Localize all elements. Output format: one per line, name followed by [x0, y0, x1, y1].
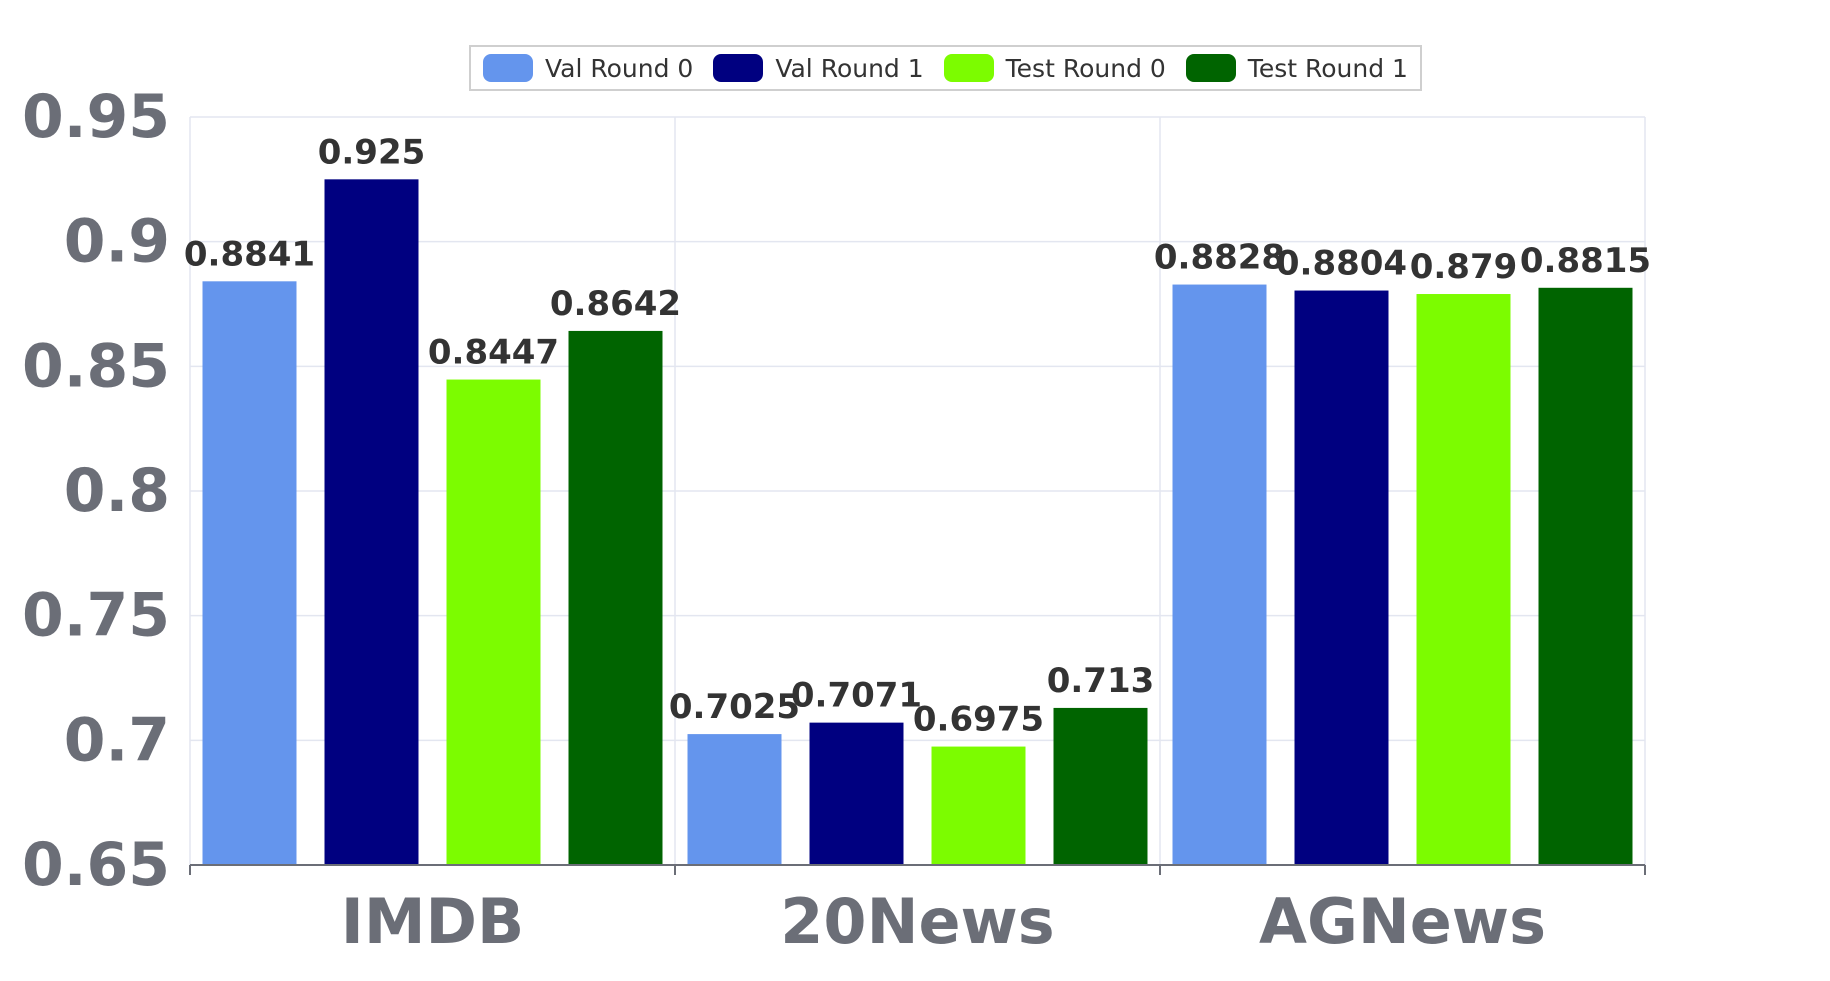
chart-legend: Val Round 0 Val Round 1 Test Round 0 Tes…	[469, 45, 1422, 91]
legend-label: Test Round 0	[1005, 53, 1166, 83]
bar	[687, 734, 782, 865]
bar	[1416, 294, 1511, 865]
data-label: 0.879	[1410, 247, 1518, 287]
y-tick-label: 0.95	[22, 82, 170, 152]
y-tick-label: 0.9	[64, 207, 170, 277]
data-label: 0.7071	[791, 676, 922, 716]
legend-item-test-round-0[interactable]: Test Round 0	[943, 53, 1166, 83]
bar	[324, 179, 419, 866]
data-label: 0.8642	[550, 284, 681, 324]
legend-item-val-round-1[interactable]: Val Round 1	[713, 53, 924, 83]
bar	[568, 330, 663, 866]
data-label: 0.8804	[1276, 244, 1407, 284]
y-tick-label: 0.8	[64, 456, 170, 526]
data-label: 0.6975	[913, 700, 1044, 740]
bar	[1294, 290, 1389, 865]
legend-swatch	[943, 54, 994, 82]
legend-item-test-round-1[interactable]: Test Round 1	[1185, 53, 1408, 83]
y-tick-label: 0.75	[22, 581, 170, 651]
legend-swatch	[713, 54, 764, 82]
legend-swatch	[1185, 54, 1236, 82]
y-tick-label: 0.85	[22, 331, 170, 401]
x-tick-label: 20News	[780, 885, 1054, 958]
bar	[202, 281, 297, 865]
y-tick-label: 0.65	[22, 830, 170, 900]
y-tick-label: 0.7	[64, 705, 170, 775]
legend-label: Val Round 0	[545, 53, 694, 83]
x-tick-label: AGNews	[1259, 885, 1546, 958]
x-tick-label: IMDB	[341, 885, 525, 958]
data-label: 0.713	[1047, 661, 1155, 701]
bar	[1538, 287, 1633, 865]
data-label: 0.8828	[1154, 238, 1285, 278]
legend-label: Test Round 1	[1247, 53, 1408, 83]
bar	[1053, 707, 1148, 865]
legend-swatch	[483, 54, 533, 82]
legend-label: Val Round 1	[775, 53, 924, 83]
data-label: 0.8841	[184, 234, 315, 274]
data-label: 0.8815	[1520, 241, 1651, 281]
data-label: 0.8447	[428, 333, 559, 373]
bar	[1172, 284, 1267, 865]
legend-item-val-round-0[interactable]: Val Round 0	[483, 54, 693, 83]
bar	[809, 722, 904, 865]
bar	[446, 379, 541, 865]
bar	[931, 746, 1026, 865]
data-label: 0.7025	[669, 687, 800, 727]
data-label: 0.925	[318, 132, 426, 172]
